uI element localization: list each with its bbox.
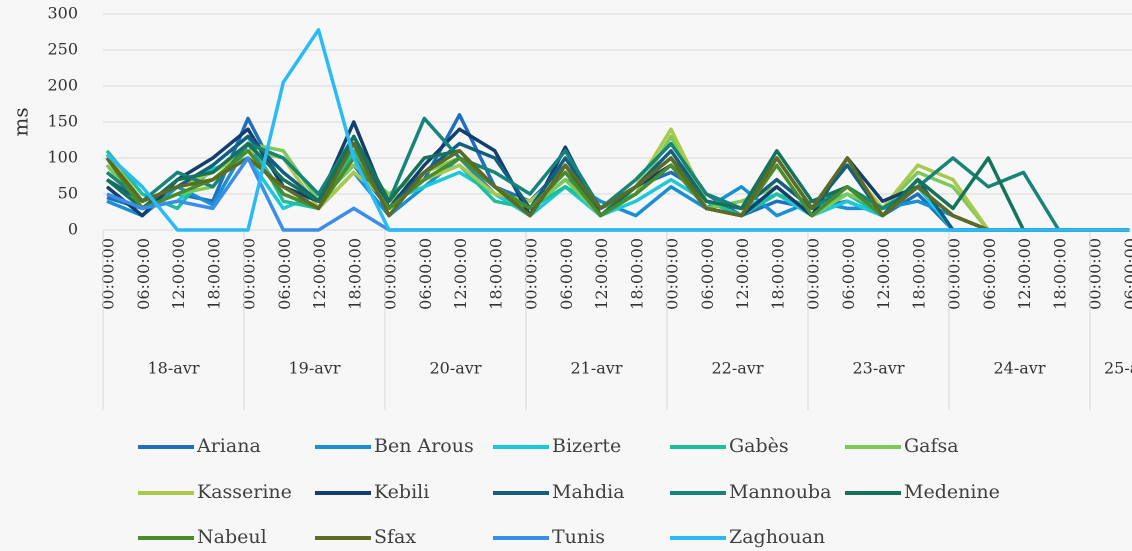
legend-label: Nabeul: [197, 526, 267, 548]
x-group-label: 21-avr: [571, 359, 623, 378]
x-tick-label: 00:00:00: [240, 238, 259, 310]
x-tick-label: 00:00:00: [381, 238, 400, 310]
legend-label: Ben Arous: [374, 435, 474, 457]
legend-label: Mannouba: [729, 481, 831, 503]
plot: [105, 28, 1130, 232]
x-tick-label: 06:00:00: [416, 238, 435, 310]
x-tick-label: 12:00:00: [169, 238, 188, 310]
x-tick-label: 06:00:00: [557, 238, 576, 310]
x-group-label: 24-avr: [994, 359, 1046, 378]
x-tick-label: 12:00:00: [874, 238, 893, 310]
x-group-label: 25-avr: [1104, 359, 1132, 378]
y-tick-label: 200: [47, 76, 78, 95]
axes: 0 50 100 150 200 250 300 00:00:00 06:00:00 12:00:…: [47, 4, 1132, 410]
x-tick-label: 18:00:00: [486, 238, 505, 310]
x-tick-label: 12:00:00: [310, 238, 329, 310]
x-tick-label: 06:00:00: [134, 238, 153, 310]
x-tick-label: 12:00:00: [733, 238, 752, 310]
legend-label: Gafsa: [904, 435, 959, 457]
y-tick-label: 50: [58, 184, 78, 203]
y-tick-label: 0: [68, 220, 78, 239]
legend-label: Zaghouan: [729, 526, 825, 548]
x-tick-label: 18:00:00: [345, 238, 364, 310]
legend-label: Tunis: [552, 526, 605, 548]
y-tick-label: 150: [47, 112, 78, 131]
legend-label: Kasserine: [197, 481, 292, 503]
x-tick-label: 18:00:00: [909, 238, 928, 310]
y-tick-label: 100: [47, 148, 78, 167]
legend-label: Kebili: [374, 481, 429, 503]
legend-label: Sfax: [374, 526, 416, 548]
x-tick-label: 06:00:00: [275, 238, 294, 310]
x-group-label: 20-avr: [430, 359, 482, 378]
x-tick-label: 18:00:00: [1050, 238, 1069, 310]
y-axis-title: ms: [9, 107, 33, 136]
legend: Ariana Ben Arous Bizerte Gabès Gafsa Kasserin…: [138, 435, 1000, 548]
legend-label: Medenine: [904, 481, 1000, 503]
series-line: [105, 141, 1130, 232]
series-line: [105, 28, 1130, 232]
x-tick-label: 00:00:00: [663, 238, 682, 310]
x-group-label: 22-avr: [712, 359, 764, 378]
y-tick-label: 250: [47, 40, 78, 59]
x-tick-label: 18:00:00: [204, 238, 223, 310]
legend-label: Ariana: [196, 435, 261, 457]
x-tick-label: 18:00:00: [627, 238, 646, 310]
legend-label: Gabès: [729, 435, 789, 457]
x-tick-label: 18:00:00: [768, 238, 787, 310]
x-tick-label: 00:00:00: [99, 238, 118, 310]
legend-label: Mahdia: [552, 481, 625, 503]
x-tick-label: 00:00:00: [1086, 238, 1105, 310]
x-tick-label: 00:00:00: [804, 238, 823, 310]
x-tick-label: 12:00:00: [451, 238, 470, 310]
x-tick-label: 06:00:00: [980, 238, 999, 310]
series-line: [105, 134, 1130, 232]
y-tick-label: 300: [47, 4, 78, 23]
legend-label: Bizerte: [552, 435, 621, 457]
series-line: [105, 116, 1130, 232]
x-tick-label: 06:00:00: [1121, 238, 1132, 310]
x-tick-label: 00:00:00: [945, 238, 964, 310]
x-group-label: 19-avr: [289, 359, 341, 378]
x-group-label: 18-avr: [148, 359, 200, 378]
x-tick-label: 12:00:00: [592, 238, 611, 310]
x-tick-label: 06:00:00: [839, 238, 858, 310]
x-group-label: 23-avr: [853, 359, 905, 378]
x-tick-label: 06:00:00: [698, 238, 717, 310]
x-tick-label: 00:00:00: [522, 238, 541, 310]
x-tick-label: 12:00:00: [1015, 238, 1034, 310]
